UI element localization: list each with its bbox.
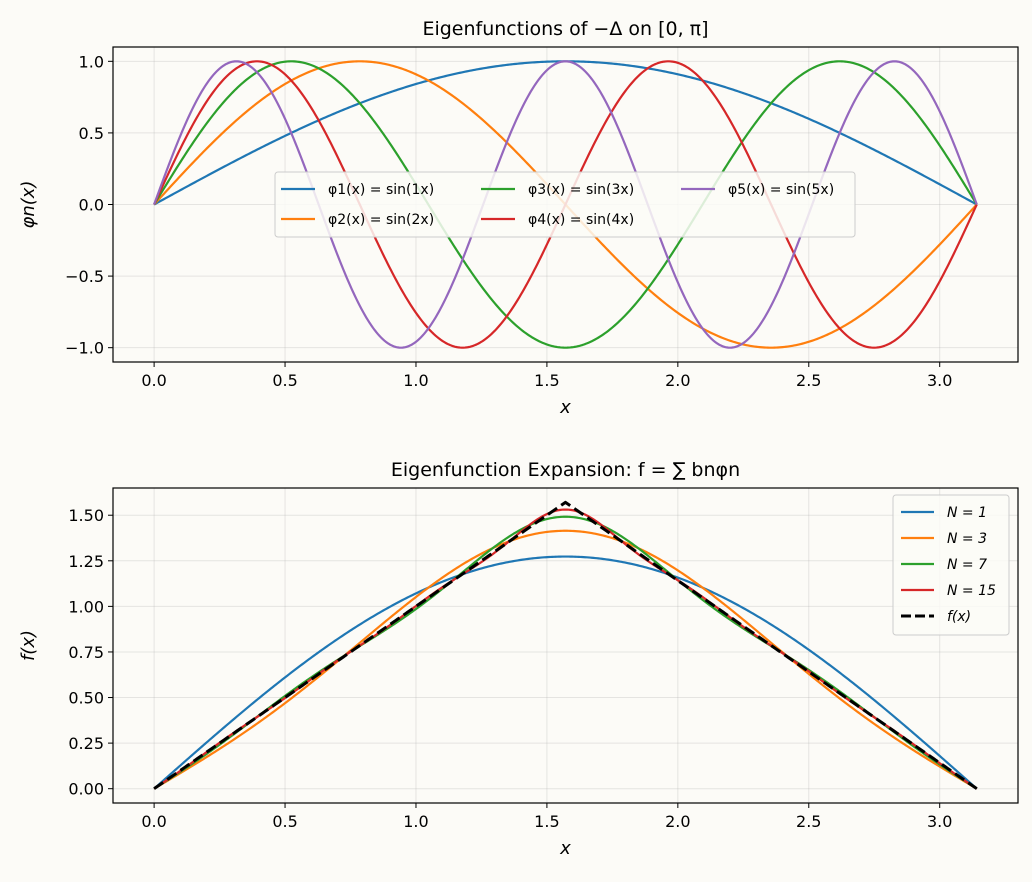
x-tick-label: 0.5 <box>272 812 297 831</box>
legend-label: f(x) <box>947 609 971 625</box>
x-tick-label: 1.0 <box>403 812 428 831</box>
x-tick-label: 1.5 <box>534 812 559 831</box>
legend-label: φ3(x) = sin(3x) <box>528 182 634 198</box>
legend-label: N = 7 <box>947 557 987 573</box>
series-line-phi3 <box>153 60 978 349</box>
x-tick-label: 2.5 <box>796 812 821 831</box>
y-tick-label: 1.0 <box>79 52 104 71</box>
y-axis-label: f(x) <box>18 630 39 661</box>
x-tick-label: 0.0 <box>141 812 166 831</box>
y-tick-label: −1.0 <box>65 339 104 358</box>
x-tick-label: 3.0 <box>927 371 952 390</box>
y-tick-label: 1.25 <box>68 552 104 571</box>
legend-label: N = 15 <box>947 583 996 599</box>
y-tick-label: 0.75 <box>68 643 104 662</box>
legend-box <box>892 494 1010 636</box>
y-tick-label: 0.0 <box>79 196 104 215</box>
x-tick-label: 1.0 <box>403 371 428 390</box>
x-tick-label: 3.0 <box>927 812 952 831</box>
series-line-N1 <box>153 555 978 790</box>
expansion-panel: 0.0 0.5 1.0 1.5 2.0 2.5 3.0 0.00 0.25 0.50 0.75 1.0… <box>18 459 1019 859</box>
series-line-target-f <box>153 500 978 790</box>
legend-label: φ2(x) = sin(2x) <box>328 212 434 228</box>
y-axis-label: φn(x) <box>18 181 39 229</box>
y-tick-label: 0.50 <box>68 689 104 708</box>
x-tick-label: 1.5 <box>534 371 559 390</box>
x-tick-label: 0.5 <box>272 371 297 390</box>
eigenfunctions-panel: 0.0 0.5 1.0 1.5 2.0 2.5 3.0 −1.0 −0.5 0.0 0.5 1.0 Ei… <box>18 18 1019 418</box>
x-tick-label: 2.0 <box>665 812 690 831</box>
legend-label: φ1(x) = sin(1x) <box>328 182 434 198</box>
x-tick-label: 2.0 <box>665 371 690 390</box>
y-tick-label: 1.00 <box>68 597 104 616</box>
plot-area <box>113 488 1018 803</box>
y-tick-label: 0.00 <box>68 780 104 799</box>
chart-title: Eigenfunction Expansion: f = ∑ bnφn <box>391 459 740 481</box>
axes-frame <box>112 487 1019 804</box>
chart-title: Eigenfunctions of −Δ on [0, π] <box>422 18 708 40</box>
legend-label: N = 1 <box>947 505 987 521</box>
x-tick-label: 2.5 <box>796 371 821 390</box>
series-line-N3 <box>153 529 978 790</box>
x-axis-label: x <box>559 838 571 859</box>
axes-frame <box>112 46 1019 363</box>
y-tick-label: 0.5 <box>79 124 104 143</box>
legend-label: φ5(x) = sin(5x) <box>728 182 834 198</box>
y-tick-label: 0.25 <box>68 734 104 753</box>
y-tick-label: −0.5 <box>65 267 104 286</box>
legend: N = 1 N = 3 N = 7 N = 15 f(x) <box>892 494 1010 636</box>
x-axis-label: x <box>559 397 571 418</box>
y-tick-label: 1.50 <box>68 506 104 525</box>
x-tick-label: 0.0 <box>141 371 166 390</box>
legend-label: N = 3 <box>947 531 987 547</box>
legend: φ1(x) = sin(1x) φ2(x) = sin(2x) φ3(x) = si… <box>274 171 856 238</box>
series-line-phi5 <box>153 60 978 349</box>
legend-label: φ4(x) = sin(4x) <box>528 212 634 228</box>
